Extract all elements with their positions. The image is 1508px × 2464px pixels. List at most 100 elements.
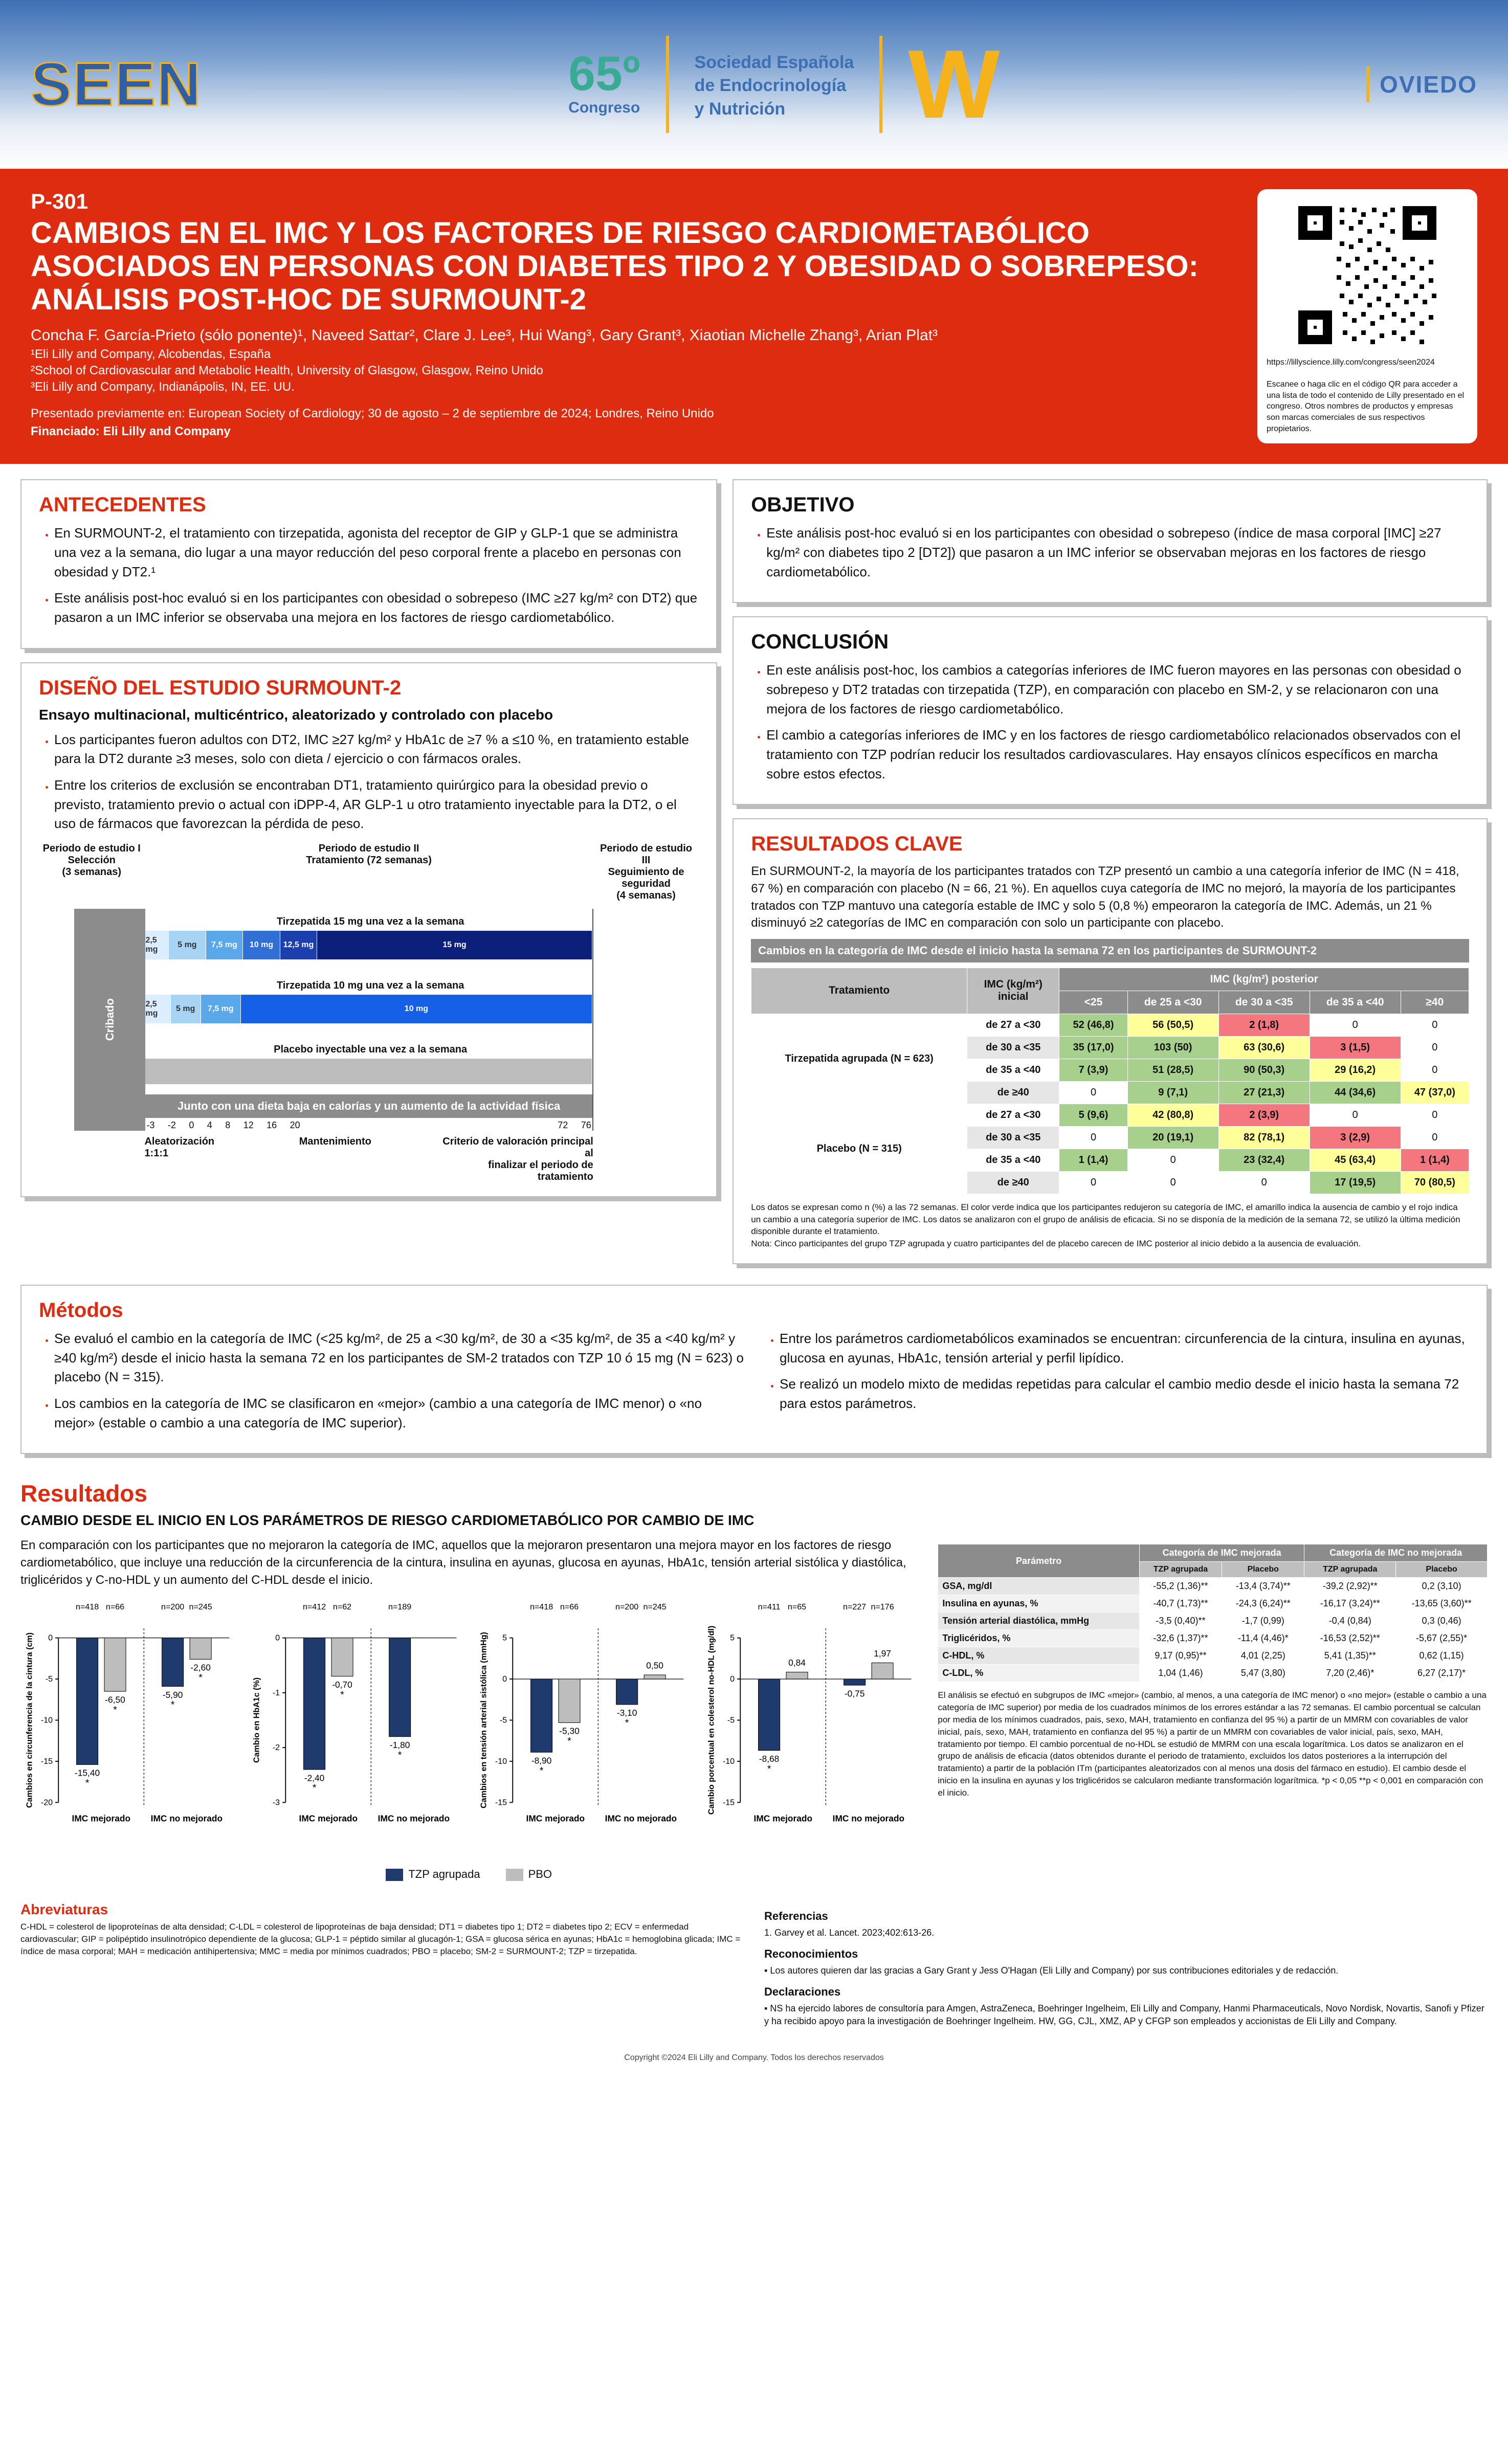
table-row[interactable]: Insulina en ayunas, % -40,7 (1,73)** -24,3… [938,1595,1488,1612]
table-row[interactable]: Placebo (N = 315) de 27 a <30 5 (9,6) 42 (8… [751,1104,1469,1126]
svg-text:-3: -3 [273,1798,280,1807]
svg-text:Cambio en HbA1c (%): Cambio en HbA1c (%) [252,1677,261,1763]
cardiometabolic-parameters-table[interactable]: Parámetro Categoría de IMC mejorada Cate… [938,1544,1488,1682]
svg-text:-2: -2 [273,1743,280,1752]
svg-text:n=245: n=245 [644,1602,667,1611]
svg-text:0,50: 0,50 [647,1661,664,1671]
svg-text:-5: -5 [500,1716,507,1725]
metodos-section: Métodos Se evaluó el cambio en la catego… [0,1280,1508,1469]
table-row[interactable]: GSA, mg/dl -55,2 (1,36)** -13,4 (3,74)** -3… [938,1578,1488,1595]
svg-text:n=411: n=411 [758,1602,780,1611]
svg-text:n=66: n=66 [106,1602,124,1611]
svg-text:*: * [540,1765,544,1776]
svg-text:1,97: 1,97 [874,1648,891,1659]
svg-text:*: * [398,1750,402,1761]
svg-text:n=62: n=62 [333,1602,351,1611]
svg-text:IMC mejorado: IMC mejorado [72,1813,130,1824]
svg-text:-10: -10 [722,1757,734,1766]
bottom-info-section: Abreviaturas C-HDL = colesterol de lipop… [0,1896,1508,2043]
qr-code-box[interactable]: https://lillyscience.lilly.com/congress/… [1257,189,1477,443]
svg-text:*: * [113,1704,117,1715]
svg-text:n=200: n=200 [161,1602,184,1611]
svg-text:-5: -5 [46,1674,53,1684]
svg-text:-8,90: -8,90 [531,1756,551,1766]
svg-text:0: 0 [48,1633,53,1643]
presented-previously: Presentado previamente en: European Soci… [31,406,1207,421]
chart-waist-circumference: -20 -15 -10 -5 0 Cambios en circunferencia de… [20,1594,236,1860]
svg-text:*: * [625,1717,629,1729]
table-row[interactable]: Triglicéridos, % -32,6 (1,37)** -11,4 (4,4… [938,1630,1488,1647]
svg-text:n=412: n=412 [303,1602,326,1611]
svg-text:-0,70: -0,70 [332,1679,352,1690]
svg-text:-15: -15 [722,1798,734,1807]
svg-text:-5,90: -5,90 [163,1690,183,1700]
svg-text:IMC no mejorado: IMC no mejorado [832,1813,904,1824]
society-name-1: Sociedad Española [695,53,854,73]
antecedentes-panel: ANTECEDENTES En SURMOUNT-2, el tratamien… [20,479,717,648]
svg-text:*: * [340,1689,344,1700]
cardiometabolic-charts: -20 -15 -10 -5 0 Cambios en circunferencia de… [20,1594,917,1860]
table-row[interactable]: C-LDL, % 1,04 (1,46) 5,47 (3,80) 7,20 (2,46… [938,1665,1488,1682]
chart-systolic-bp: -15 -10 -5 0 5 Cambios en tensión arterial si… [475,1594,690,1860]
table-row[interactable]: Tensión arterial diastólica, mmHg -3,5 (0… [938,1612,1488,1630]
svg-text:*: * [198,1672,203,1684]
bmi-category-change-table[interactable]: Tratamiento IMC (kg/m²) inicial IMC (kg/m… [751,968,1469,1194]
poster-root: SEEN 65º Congreso Sociedad Española de E… [0,0,1508,2073]
svg-text:-15,40: -15,40 [75,1768,100,1778]
svg-text:0: 0 [730,1674,735,1684]
svg-text:IMC mejorado: IMC mejorado [753,1813,812,1824]
table-row[interactable]: C-HDL, % 9,17 (0,95)** 4,01 (2,25) 5,41 (1,… [938,1647,1488,1665]
svg-text:n=227: n=227 [843,1602,866,1611]
congress-branding: 65º Congreso Sociedad Española de Endocr… [568,13,1000,156]
svg-text:n=418: n=418 [530,1602,553,1611]
svg-text:-15: -15 [495,1798,507,1807]
funding-line: Financiado: Eli Lilly and Company [31,424,1207,439]
objetivo-panel: OBJETIVO Este análisis post-hoc evaluó s… [733,479,1488,603]
left-column: ANTECEDENTES En SURMOUNT-2, el tratamien… [20,479,717,1264]
congress-number: 65º [568,52,640,96]
svg-text:Cambios en tensión arterial si: Cambios en tensión arterial sistólica (m… [479,1632,489,1808]
main-content: ANTECEDENTES En SURMOUNT-2, el tratamien… [0,464,1508,1280]
svg-text:-3,10: -3,10 [617,1708,637,1718]
svg-text:-5: -5 [727,1716,734,1725]
congress-label: Congreso [568,99,640,117]
svg-text:IMC no mejorado: IMC no mejorado [605,1813,677,1824]
svg-text:*: * [568,1736,572,1747]
conclusion-panel: CONCLUSIÓN En este análisis post-hoc, lo… [733,616,1488,805]
svg-text:n=65: n=65 [787,1602,806,1611]
society-name-2: de Endocrinología [695,76,854,96]
svg-text:-20: -20 [41,1798,53,1807]
qr-url-text[interactable]: https://lillyscience.lilly.com/congress/… [1267,358,1435,367]
svg-text:n=189: n=189 [388,1602,411,1611]
svg-text:-0,75: -0,75 [844,1689,864,1699]
svg-text:-15: -15 [41,1757,53,1766]
resultados-clave-panel: RESULTADOS CLAVE En SURMOUNT-2, la mayor… [733,818,1488,1264]
svg-text:n=66: n=66 [560,1602,579,1611]
svg-text:*: * [171,1699,175,1711]
society-name-3: y Nutrición [695,99,854,119]
qr-code-icon[interactable] [1291,198,1444,352]
svg-text:-1,80: -1,80 [390,1740,410,1750]
decorative-w-icon: W [908,55,1000,114]
chart-non-hdl-cholesterol: -15 -10 -5 0 5 Cambio porcentual en colestero… [702,1594,918,1860]
copyright-footer: Copyright ©2024 Eli Lilly and Company. T… [0,2053,1508,2073]
title-banner: P-301 CAMBIOS EN EL IMC Y LOS FACTORES D… [0,169,1508,464]
svg-text:-6,50: -6,50 [105,1695,125,1705]
affiliation-3: ³Eli Lilly and Company, Indianápolis, IN… [31,380,1207,394]
city-badge: OVIEDO [1366,66,1477,102]
svg-text:0: 0 [503,1674,507,1684]
svg-text:-2,60: -2,60 [190,1663,210,1673]
svg-text:n=245: n=245 [189,1602,212,1611]
svg-text:5: 5 [503,1633,507,1643]
svg-text:-8,68: -8,68 [759,1754,779,1764]
qr-caption-text: Escanee o haga clic en el código QR para… [1267,380,1464,433]
svg-text:-5,30: -5,30 [560,1726,580,1736]
svg-text:5: 5 [730,1633,735,1643]
table-row[interactable]: Tirzepatida agrupada (N = 623) de 27 a <3… [751,1014,1469,1036]
resultados-main-section: Resultados CAMBIO DESDE EL INICIO EN LOS… [0,1469,1508,1896]
poster-number: P-301 [31,189,1207,214]
svg-text:0,84: 0,84 [788,1657,806,1668]
authors-line: Concha F. García-Prieto (sólo ponente)¹,… [31,327,1207,344]
affiliation-1: ¹Eli Lilly and Company, Alcobendas, Espa… [31,347,1207,362]
svg-text:-2,40: -2,40 [304,1773,324,1783]
